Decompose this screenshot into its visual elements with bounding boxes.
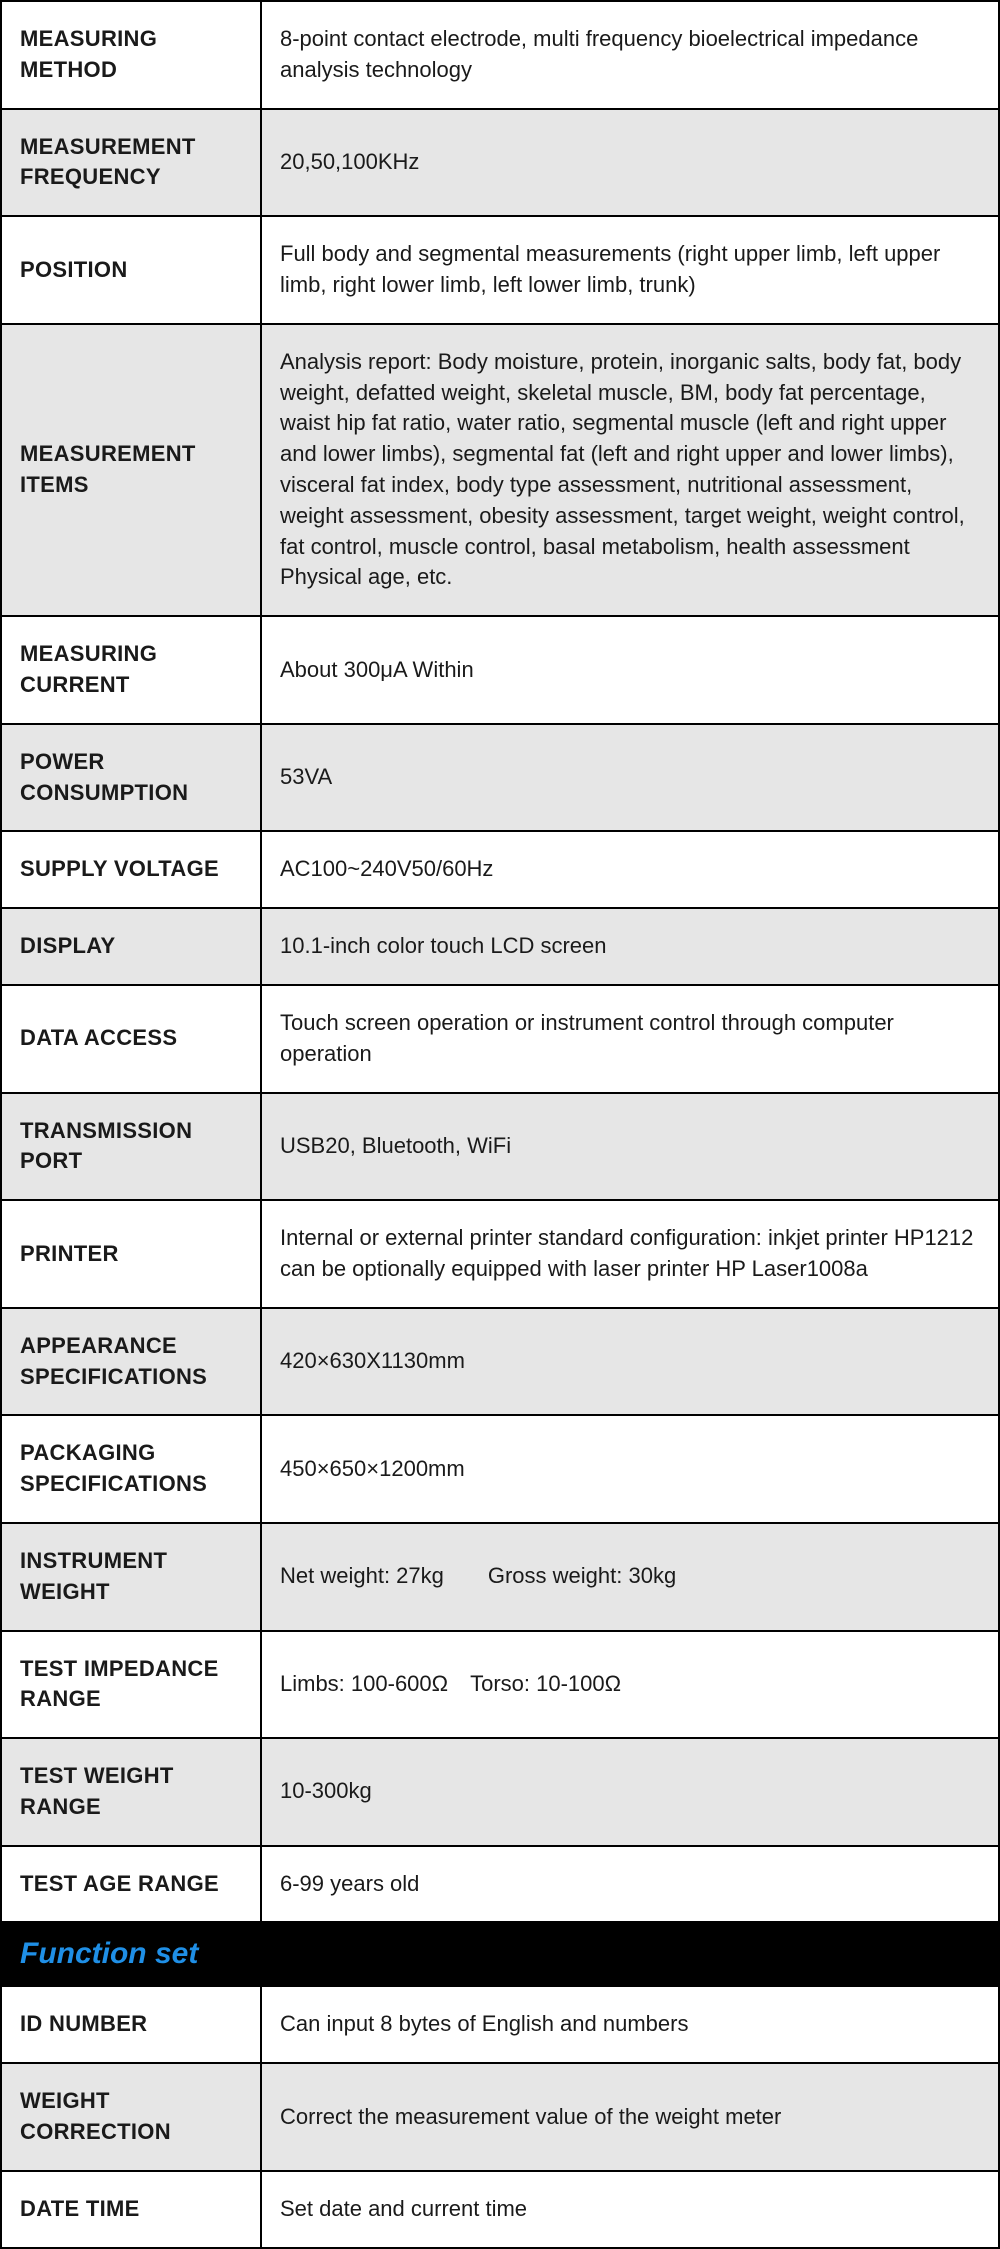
spec-label: SUPPLY VOLTAGE [1,831,261,908]
table-row: TRANSMISSION PORTUSB20, Bluetooth, WiFi [1,1093,999,1201]
spec-value: Touch screen operation or instrument con… [261,985,999,1093]
table-row: MEASURING METHOD8-point contact electrod… [1,1,999,109]
table-row: WEIGHT CORRECTIONCorrect the measurement… [1,2063,999,2171]
section-header-row: Function set [1,1922,999,1986]
spec-label: PACKAGING SPECIFICATIONS [1,1415,261,1523]
table-row: PACKAGING SPECIFICATIONS450×650×1200mm [1,1415,999,1523]
spec-value: About 300μA Within [261,616,999,724]
spec-value: Can input 8 bytes of English and numbers [261,1986,999,2063]
spec-value: 20,50,100KHz [261,109,999,217]
spec-value: 450×650×1200mm [261,1415,999,1523]
spec-value: Correct the measurement value of the wei… [261,2063,999,2171]
spec-label: DATE TIME [1,2171,261,2248]
spec-label: DISPLAY [1,908,261,985]
spec-label: MEASUREMENT FREQUENCY [1,109,261,217]
table-row: MEASURING CURRENTAbout 300μA Within [1,616,999,724]
spec-value: Analysis report: Body moisture, protein,… [261,324,999,616]
table-row: PRINTERInternal or external printer stan… [1,1200,999,1308]
spec-value: AC100~240V50/60Hz [261,831,999,908]
table-row: MEASUREMENT ITEMSAnalysis report: Body m… [1,324,999,616]
spec-label: DATA ACCESS [1,985,261,1093]
spec-value: 8-point contact electrode, multi frequen… [261,1,999,109]
table-row: DATA ACCESSTouch screen operation or ins… [1,985,999,1093]
table-row: POSITIONFull body and segmental measurem… [1,216,999,324]
spec-value: Limbs: 100-600Ω Torso: 10-100Ω [261,1631,999,1739]
spec-label: TEST IMPEDANCE RANGE [1,1631,261,1739]
spec-label: MEASURING METHOD [1,1,261,109]
table-row: SUPPLY VOLTAGEAC100~240V50/60Hz [1,831,999,908]
table-row: DATE TIMESet date and current time [1,2171,999,2248]
spec-label: PRINTER [1,1200,261,1308]
spec-label: ID NUMBER [1,1986,261,2063]
spec-label: TRANSMISSION PORT [1,1093,261,1201]
spec-value: 10.1-inch color touch LCD screen [261,908,999,985]
spec-value: Internal or external printer standard co… [261,1200,999,1308]
table-row: INSTRUMENT WEIGHTNet weight: 27kg Gross … [1,1523,999,1631]
table-row: TEST IMPEDANCE RANGELimbs: 100-600Ω Tors… [1,1631,999,1739]
spec-value: 6-99 years old [261,1846,999,1923]
table-row: POWER CONSUMPTION53VA [1,724,999,832]
spec-label: WEIGHT CORRECTION [1,2063,261,2171]
table-row: DISPLAY10.1-inch color touch LCD screen [1,908,999,985]
spec-table: MEASURING METHOD8-point contact electrod… [0,0,1000,2249]
spec-label: APPEARANCE SPECIFICATIONS [1,1308,261,1416]
table-row: ID NUMBERCan input 8 bytes of English an… [1,1986,999,2063]
spec-label: TEST WEIGHT RANGE [1,1738,261,1846]
table-row: MEASUREMENT FREQUENCY20,50,100KHz [1,109,999,217]
spec-value: 53VA [261,724,999,832]
spec-value: Set date and current time [261,2171,999,2248]
spec-value: Net weight: 27kg Gross weight: 30kg [261,1523,999,1631]
spec-label: TEST AGE RANGE [1,1846,261,1923]
spec-value: 10-300kg [261,1738,999,1846]
spec-label: MEASURING CURRENT [1,616,261,724]
spec-label: POWER CONSUMPTION [1,724,261,832]
table-row: TEST AGE RANGE6-99 years old [1,1846,999,1923]
spec-label: INSTRUMENT WEIGHT [1,1523,261,1631]
spec-label: MEASUREMENT ITEMS [1,324,261,616]
spec-value: Full body and segmental measurements (ri… [261,216,999,324]
table-row: APPEARANCE SPECIFICATIONS420×630X1130mm [1,1308,999,1416]
spec-value: USB20, Bluetooth, WiFi [261,1093,999,1201]
section-header: Function set [1,1922,999,1986]
spec-label: POSITION [1,216,261,324]
spec-value: 420×630X1130mm [261,1308,999,1416]
table-row: TEST WEIGHT RANGE10-300kg [1,1738,999,1846]
